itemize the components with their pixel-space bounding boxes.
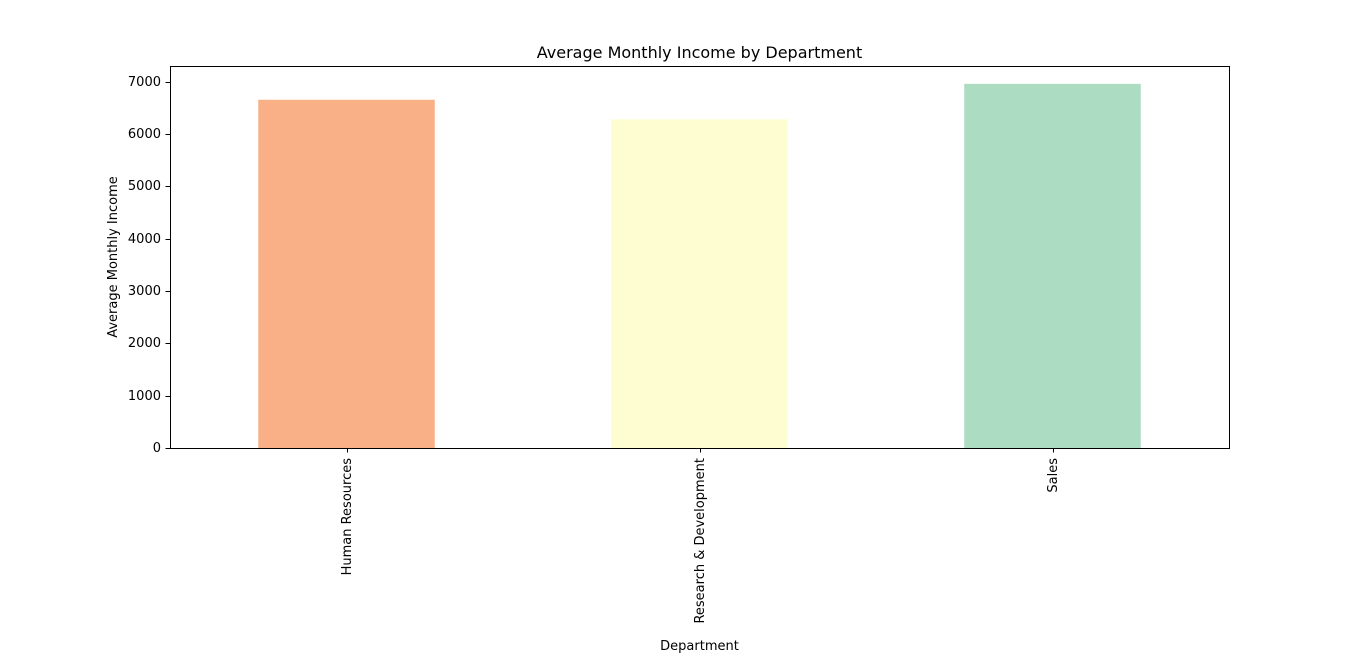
bar-sales <box>964 83 1141 448</box>
plot-area-frame <box>170 66 1230 449</box>
x-tick-label: Human Resources <box>340 458 355 576</box>
y-axis-label: Average Monthly Income <box>106 176 121 338</box>
x-tick-label: Research & Development <box>693 458 708 624</box>
y-tick-label: 2000 <box>128 336 161 351</box>
x-tick-label: Sales <box>1046 458 1061 493</box>
x-axis-label: Department <box>660 639 739 654</box>
bar-research-development <box>611 119 788 449</box>
y-tick-label: 0 <box>153 441 161 456</box>
y-axis-ticks: 0 1000 2000 3000 4000 5000 6000 7000 <box>128 75 170 456</box>
y-tick-label: 5000 <box>128 179 161 194</box>
x-axis-ticks: Human Resources Research & Development Sal… <box>340 448 1061 624</box>
bars-group <box>258 83 1141 449</box>
y-tick-label: 3000 <box>128 284 161 299</box>
y-tick-label: 6000 <box>128 127 161 142</box>
chart-title: Average Monthly Income by Department <box>537 43 862 62</box>
y-tick-label: 7000 <box>128 75 161 90</box>
y-tick-label: 1000 <box>128 389 161 404</box>
bar-human-resources <box>258 99 435 449</box>
y-tick-label: 4000 <box>128 232 161 247</box>
